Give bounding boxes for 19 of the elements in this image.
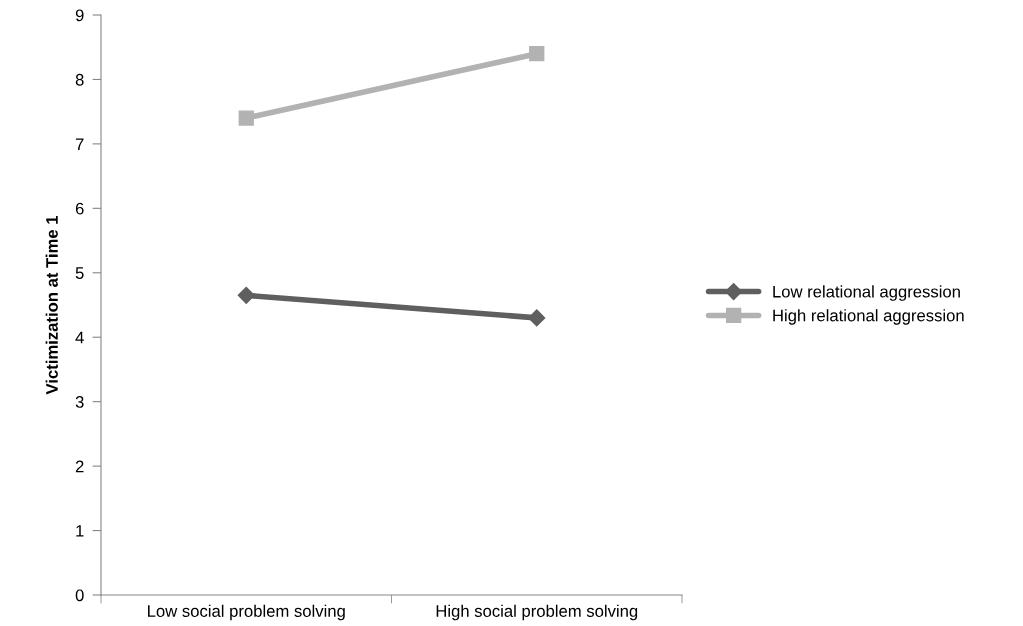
y-tick-label: 9 — [75, 9, 84, 22]
legend-label: High relational aggression — [773, 309, 964, 325]
point — [238, 110, 254, 126]
y-tick-label: 1 — [76, 525, 84, 537]
x-tick-label: Low social problem solving — [148, 604, 345, 621]
point — [528, 309, 546, 327]
point — [529, 46, 545, 62]
x-tick-label: High social problem solving — [436, 604, 638, 621]
y-tick-label: 4 — [75, 331, 84, 344]
y-tick-label: 6 — [75, 202, 84, 215]
legend-label: Low relational aggression — [773, 285, 960, 301]
y-tick-label: 5 — [75, 267, 84, 279]
y-tick-label: 8 — [75, 73, 84, 86]
y-tick-label: 7 — [75, 138, 84, 150]
y-axis-title: Victimization at Time 1 — [45, 215, 58, 395]
point — [237, 286, 255, 304]
y-tick-label: 0 — [75, 589, 84, 602]
y-tick-label: 3 — [75, 396, 84, 408]
y-tick-label: 2 — [75, 460, 84, 473]
